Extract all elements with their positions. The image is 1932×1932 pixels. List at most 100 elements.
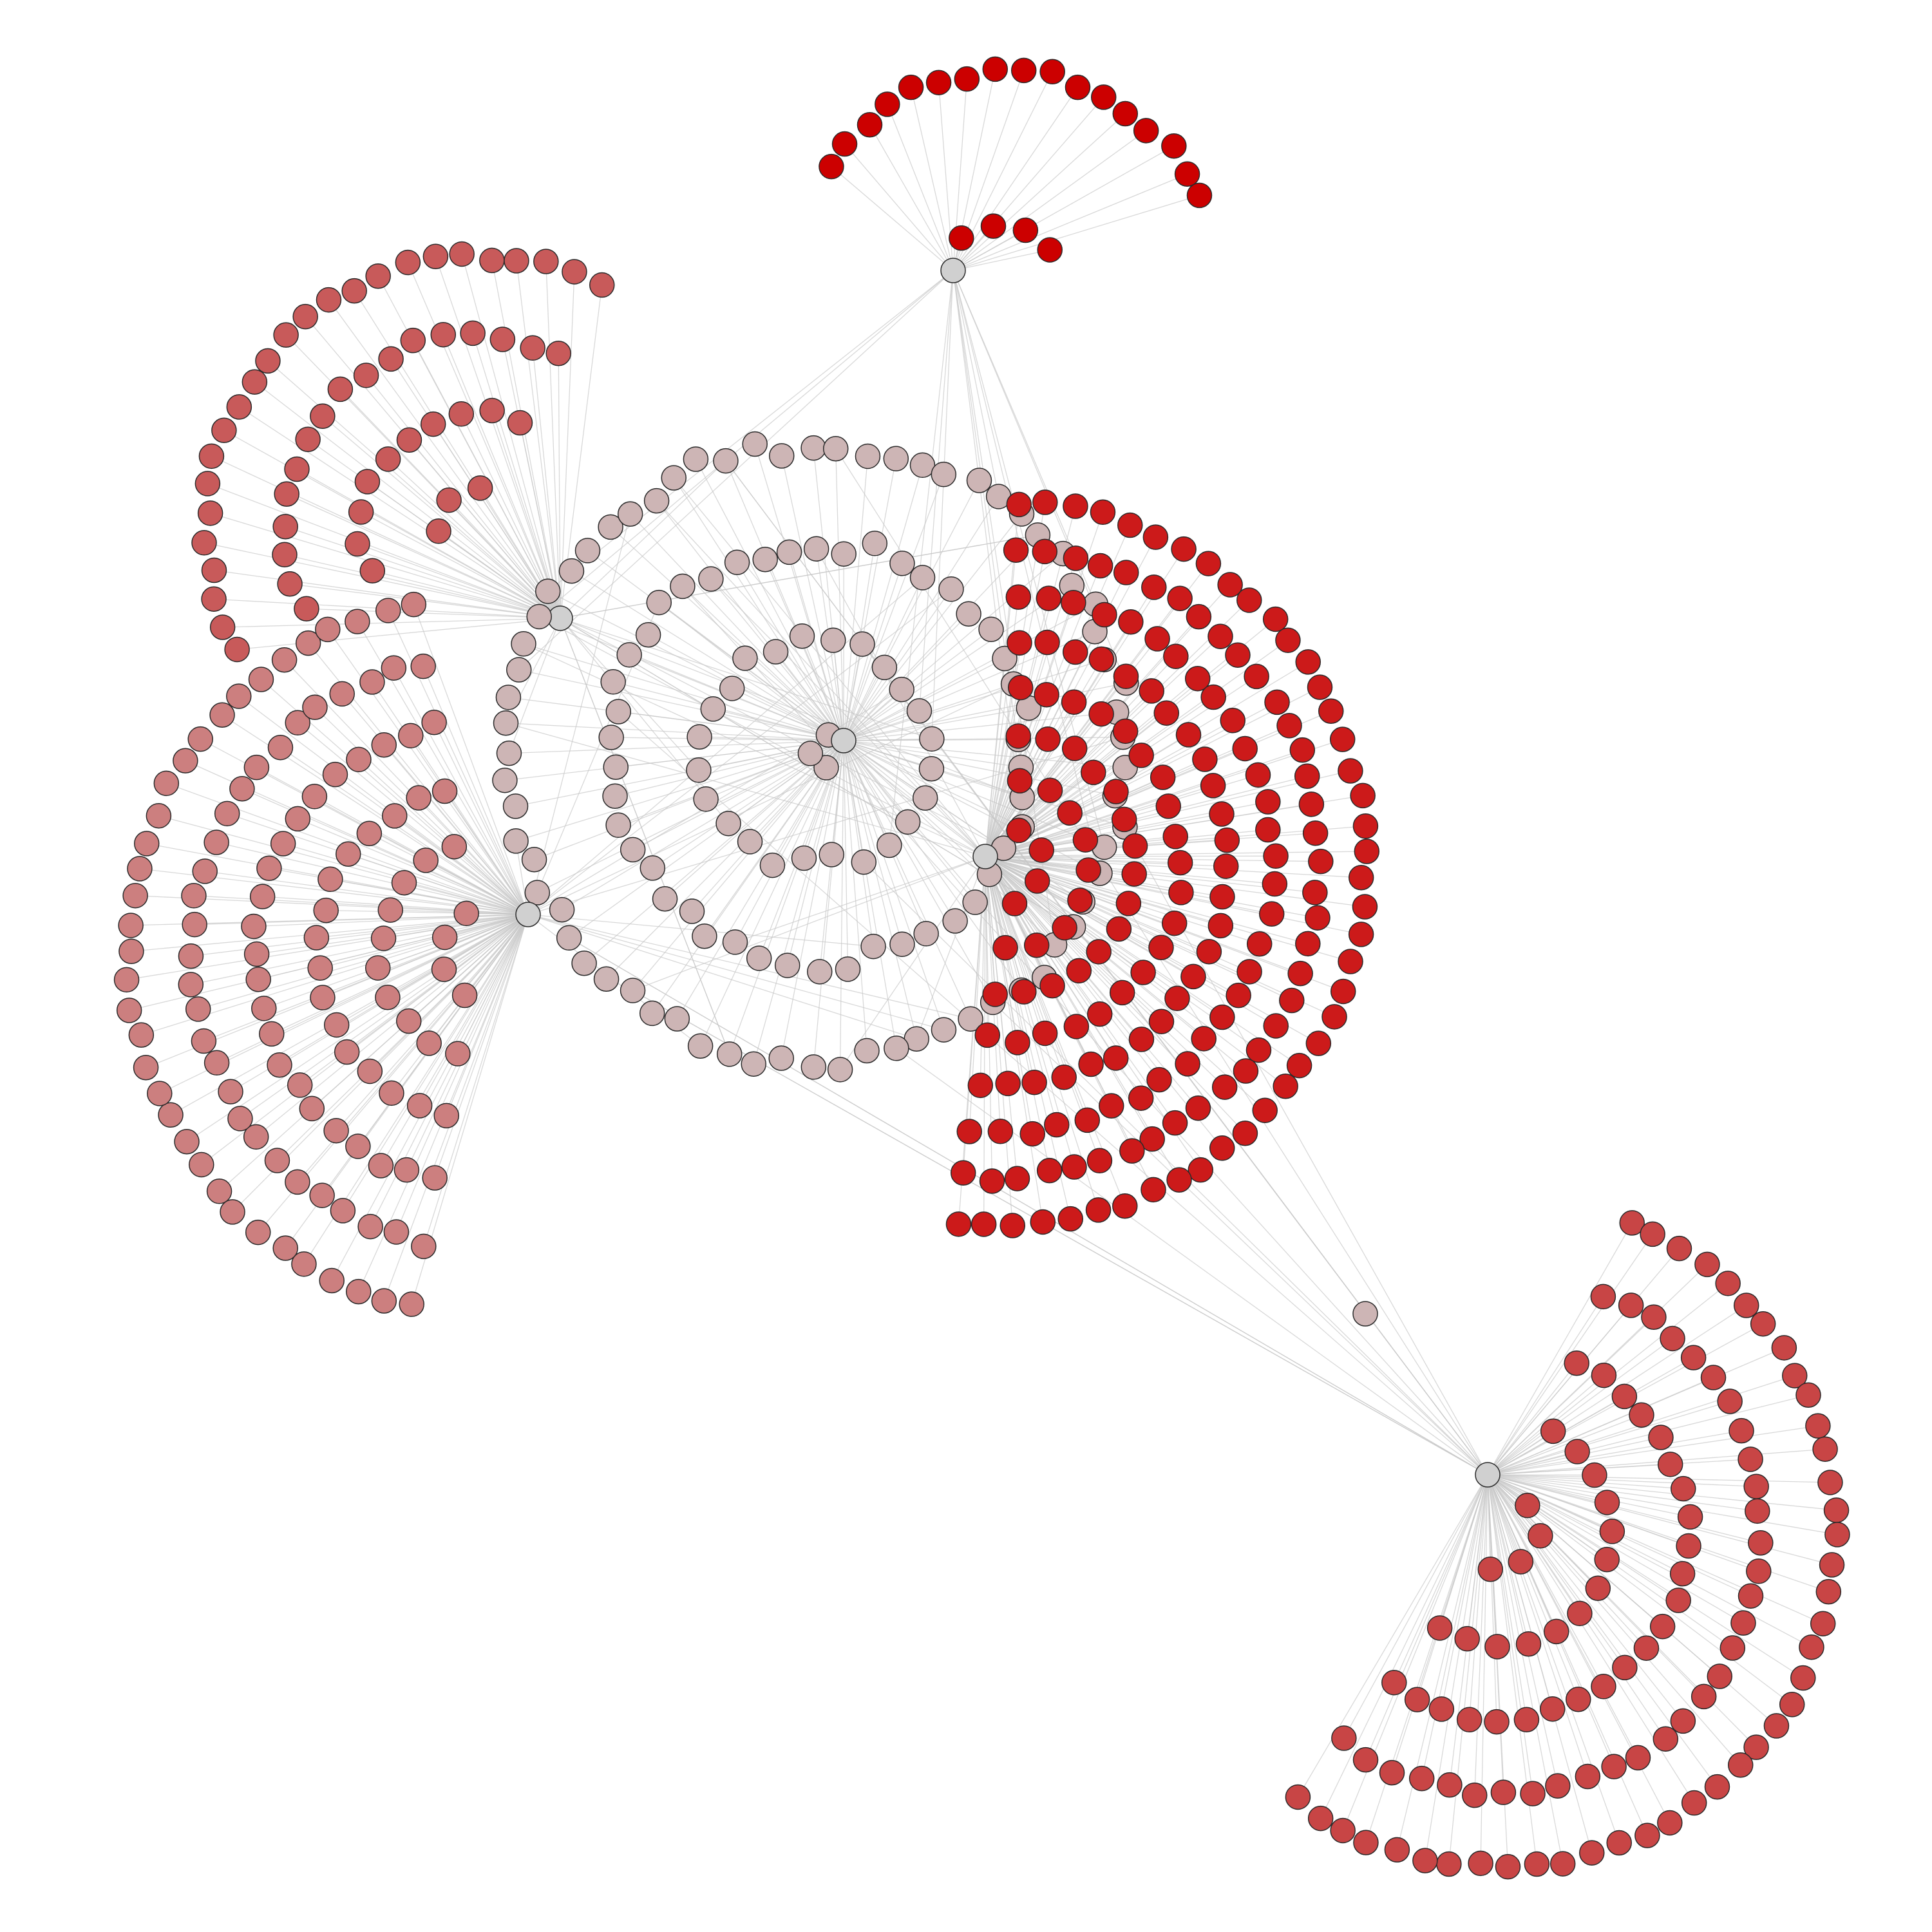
node-right: [1185, 1095, 1211, 1121]
edge: [395, 914, 529, 1233]
edge: [606, 740, 844, 980]
edge: [613, 681, 844, 741]
node-center: [762, 639, 789, 665]
edge: [1448, 1474, 1488, 1864]
node-right: [1142, 524, 1169, 550]
edge: [695, 459, 844, 741]
edge: [328, 299, 561, 619]
node-right: [1329, 726, 1356, 752]
edge: [611, 737, 844, 741]
node-right: [1208, 623, 1233, 649]
edge: [843, 740, 849, 969]
node-right: [1200, 684, 1226, 710]
node-center: [603, 754, 629, 780]
node-center: [493, 710, 519, 736]
node-right: [1168, 880, 1194, 905]
edge: [388, 459, 561, 619]
node-layer: [113, 56, 1850, 1880]
edge: [1487, 1474, 1647, 1649]
node-upper-left: [194, 471, 221, 497]
node-bottom-right: [1812, 1436, 1838, 1462]
edge: [952, 97, 1104, 271]
edge: [843, 740, 874, 947]
edge: [843, 553, 1063, 741]
node-right: [1051, 1065, 1077, 1090]
node-right: [1279, 987, 1305, 1014]
edge: [843, 513, 1023, 741]
node-center: [664, 1006, 690, 1032]
node-right: [1118, 609, 1144, 635]
node-right: [1067, 887, 1093, 913]
edge: [361, 511, 561, 619]
inter-cluster-edge: [560, 618, 933, 739]
node-left: [323, 1012, 350, 1038]
node-bottom-right: [1671, 1475, 1696, 1502]
edge: [571, 571, 844, 741]
node-left: [178, 972, 204, 998]
node-right: [1007, 768, 1033, 794]
node-right: [1338, 949, 1363, 974]
node-center: [876, 832, 902, 858]
node-left: [334, 1039, 360, 1065]
node-right: [1264, 689, 1290, 715]
node-center: [992, 645, 1018, 672]
node-upper-left: [316, 287, 342, 313]
node-upper-left: [198, 443, 225, 469]
node-bottom-right: [1619, 1210, 1645, 1236]
node-top: [831, 131, 858, 157]
edge: [223, 430, 561, 619]
node-left: [307, 955, 333, 981]
node-bottom-right: [1823, 1497, 1850, 1523]
edge: [1487, 1474, 1757, 1511]
node-bottom-right: [1508, 1549, 1534, 1575]
node-right: [1307, 674, 1333, 700]
edge: [314, 706, 529, 915]
node-upper-left: [448, 401, 475, 427]
edge: [297, 722, 529, 915]
node-bottom-right: [1669, 1560, 1696, 1587]
edge: [843, 740, 867, 1051]
node-left: [173, 748, 198, 774]
node-center: [789, 623, 815, 649]
node-center: [831, 541, 857, 567]
node-right: [971, 1211, 997, 1237]
node-right: [1005, 723, 1032, 749]
node-left: [379, 1080, 404, 1106]
node-upper-left: [277, 571, 303, 597]
node-right: [1195, 551, 1222, 576]
edge: [656, 500, 844, 741]
node-right: [1032, 538, 1058, 565]
node-bottom-right: [1590, 1283, 1616, 1310]
node-right: [992, 934, 1018, 961]
node-left: [287, 1072, 313, 1098]
node-right: [1130, 960, 1156, 985]
node-upper-left: [504, 248, 529, 274]
node-right: [1006, 491, 1032, 518]
node-center: [742, 431, 768, 457]
node-right: [1232, 1120, 1258, 1146]
edge: [682, 585, 844, 741]
node-bottom-right: [1660, 1325, 1685, 1352]
node-left: [383, 1219, 410, 1245]
node-center: [643, 488, 670, 514]
edge: [422, 666, 529, 915]
node-right: [1066, 958, 1092, 984]
edge: [532, 348, 561, 619]
node-right: [1032, 1020, 1058, 1046]
inter-cluster-edge: [527, 914, 944, 1030]
node-upper-left: [365, 263, 391, 289]
edge: [1487, 1474, 1761, 1544]
node-bottom-right: [1564, 1439, 1590, 1464]
node-right: [979, 1168, 1005, 1194]
edge: [1487, 1357, 1694, 1475]
node-center: [503, 828, 529, 854]
node-center: [956, 601, 981, 627]
node-center: [800, 435, 826, 461]
edge: [263, 914, 529, 1009]
node-right: [1295, 931, 1321, 957]
edge: [322, 415, 561, 619]
node-center: [820, 627, 846, 653]
node-center: [909, 452, 936, 478]
node-left: [272, 1235, 298, 1261]
node-right: [1166, 1167, 1192, 1193]
